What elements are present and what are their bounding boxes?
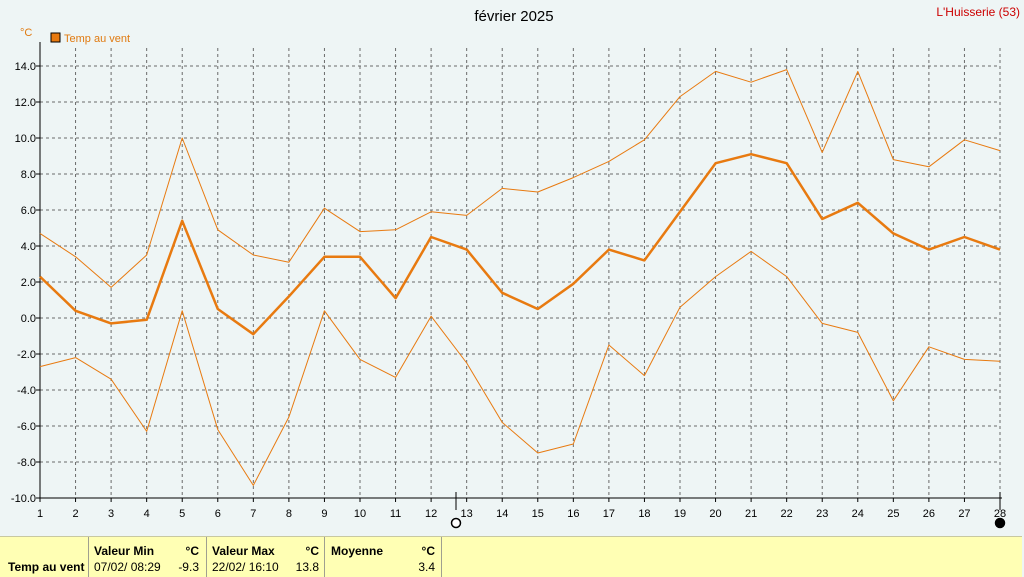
x-tick-label: 21 xyxy=(745,508,757,520)
y-tick-label: -2.0 xyxy=(17,349,36,361)
axes: 1 2 3 4 5 6 7 8 9 10 11 12 13 14 15 16 17 18 19 20 21 22 23 24 2… xyxy=(11,42,1006,520)
series xyxy=(39,69,1001,486)
x-tick-label: 12 xyxy=(425,508,437,520)
y-tick-label: -10.0 xyxy=(11,493,36,505)
x-tick-label: 25 xyxy=(887,508,899,520)
legend-label[interactable]: Temp au vent xyxy=(64,33,130,45)
x-tick-label: 24 xyxy=(852,508,864,520)
y-tick-label: 4.0 xyxy=(21,241,36,253)
stats-max-header: Valeur Max xyxy=(212,544,275,558)
stats-min-header: Valeur Min xyxy=(94,544,155,558)
y-tick-label: -6.0 xyxy=(17,421,36,433)
stats-max-value: 13.8 xyxy=(295,560,319,574)
stats-max-block: Valeur Max °C 22/02/ 16:10 13.8 xyxy=(206,537,325,577)
y-tick-label: 10.0 xyxy=(15,133,36,145)
legend-swatch xyxy=(50,32,61,43)
stats-mean-header: Moyenne xyxy=(331,544,384,558)
series-line-min xyxy=(39,250,1001,486)
stats-min-value: -9.3 xyxy=(178,560,199,574)
x-tick-label: 23 xyxy=(816,508,828,520)
x-tick-label: 9 xyxy=(321,508,327,520)
y-tick-label: -4.0 xyxy=(17,385,36,397)
x-tick-label: 3 xyxy=(108,508,114,520)
stats-mean-value: 3.4 xyxy=(418,560,435,574)
stats-min-unit: °C xyxy=(185,544,199,558)
stats-mean-block: Moyenne °C 3.4 xyxy=(324,537,442,577)
x-tick-label: 14 xyxy=(496,508,508,520)
x-tick-label: 16 xyxy=(567,508,579,520)
y-tick-label: 14.0 xyxy=(15,61,36,73)
y-tick-label: 6.0 xyxy=(21,205,36,217)
x-tick-label: 2 xyxy=(72,508,78,520)
x-tick-label: 6 xyxy=(215,508,221,520)
x-tick-label: 28 xyxy=(994,508,1006,520)
stats-min-date: 07/02/ 08:29 xyxy=(94,560,161,574)
y-tick-label: 2.0 xyxy=(21,277,36,289)
x-tick-label: 1 xyxy=(37,508,43,520)
stats-min-block: Valeur Min °C 07/02/ 08:29 -9.3 xyxy=(88,537,207,577)
x-tick-label: 13 xyxy=(461,508,473,520)
y-tick-label: 12.0 xyxy=(15,97,36,109)
x-tick-label: 15 xyxy=(532,508,544,520)
grid xyxy=(40,48,1001,498)
station-name: L'Huisserie (53) xyxy=(936,5,1020,19)
x-tick-label: 17 xyxy=(603,508,615,520)
x-tick-label: 7 xyxy=(250,508,256,520)
stats-mean-unit: °C xyxy=(421,544,435,558)
chart-title: février 2025 xyxy=(474,8,553,25)
x-tick-label: 20 xyxy=(709,508,721,520)
y-tick-label: 8.0 xyxy=(21,169,36,181)
x-tick-label: 26 xyxy=(923,508,935,520)
x-tick-label: 11 xyxy=(390,508,401,520)
x-tick-label: 27 xyxy=(958,508,970,520)
series-line-mean xyxy=(39,152,1001,336)
x-tick-label: 19 xyxy=(674,508,686,520)
x-tick-label: 4 xyxy=(144,508,150,520)
moon-phase-markers xyxy=(450,492,1006,529)
x-tick-label: 18 xyxy=(638,508,650,520)
x-tick-label: 5 xyxy=(179,508,185,520)
series-line-max xyxy=(39,69,1001,288)
y-tick-label: -8.0 xyxy=(17,457,36,469)
y-tick-label: 0.0 xyxy=(21,313,36,325)
stats-max-date: 22/02/ 16:10 xyxy=(212,560,279,574)
stats-panel: Temp au vent Valeur Min °C 07/02/ 08:29 … xyxy=(0,536,1022,577)
y-unit-label: °C xyxy=(20,27,32,39)
new-moon-icon xyxy=(994,517,1006,529)
x-tick-label: 10 xyxy=(354,508,366,520)
x-tick-label: 22 xyxy=(781,508,793,520)
full-moon-icon xyxy=(450,517,462,529)
stats-row-label: Temp au vent xyxy=(8,560,85,574)
stats-max-unit: °C xyxy=(305,544,319,558)
temperature-chart: février 2025 L'Huisserie (53) °C Temp au… xyxy=(11,5,1020,529)
x-tick-label: 8 xyxy=(286,508,292,520)
